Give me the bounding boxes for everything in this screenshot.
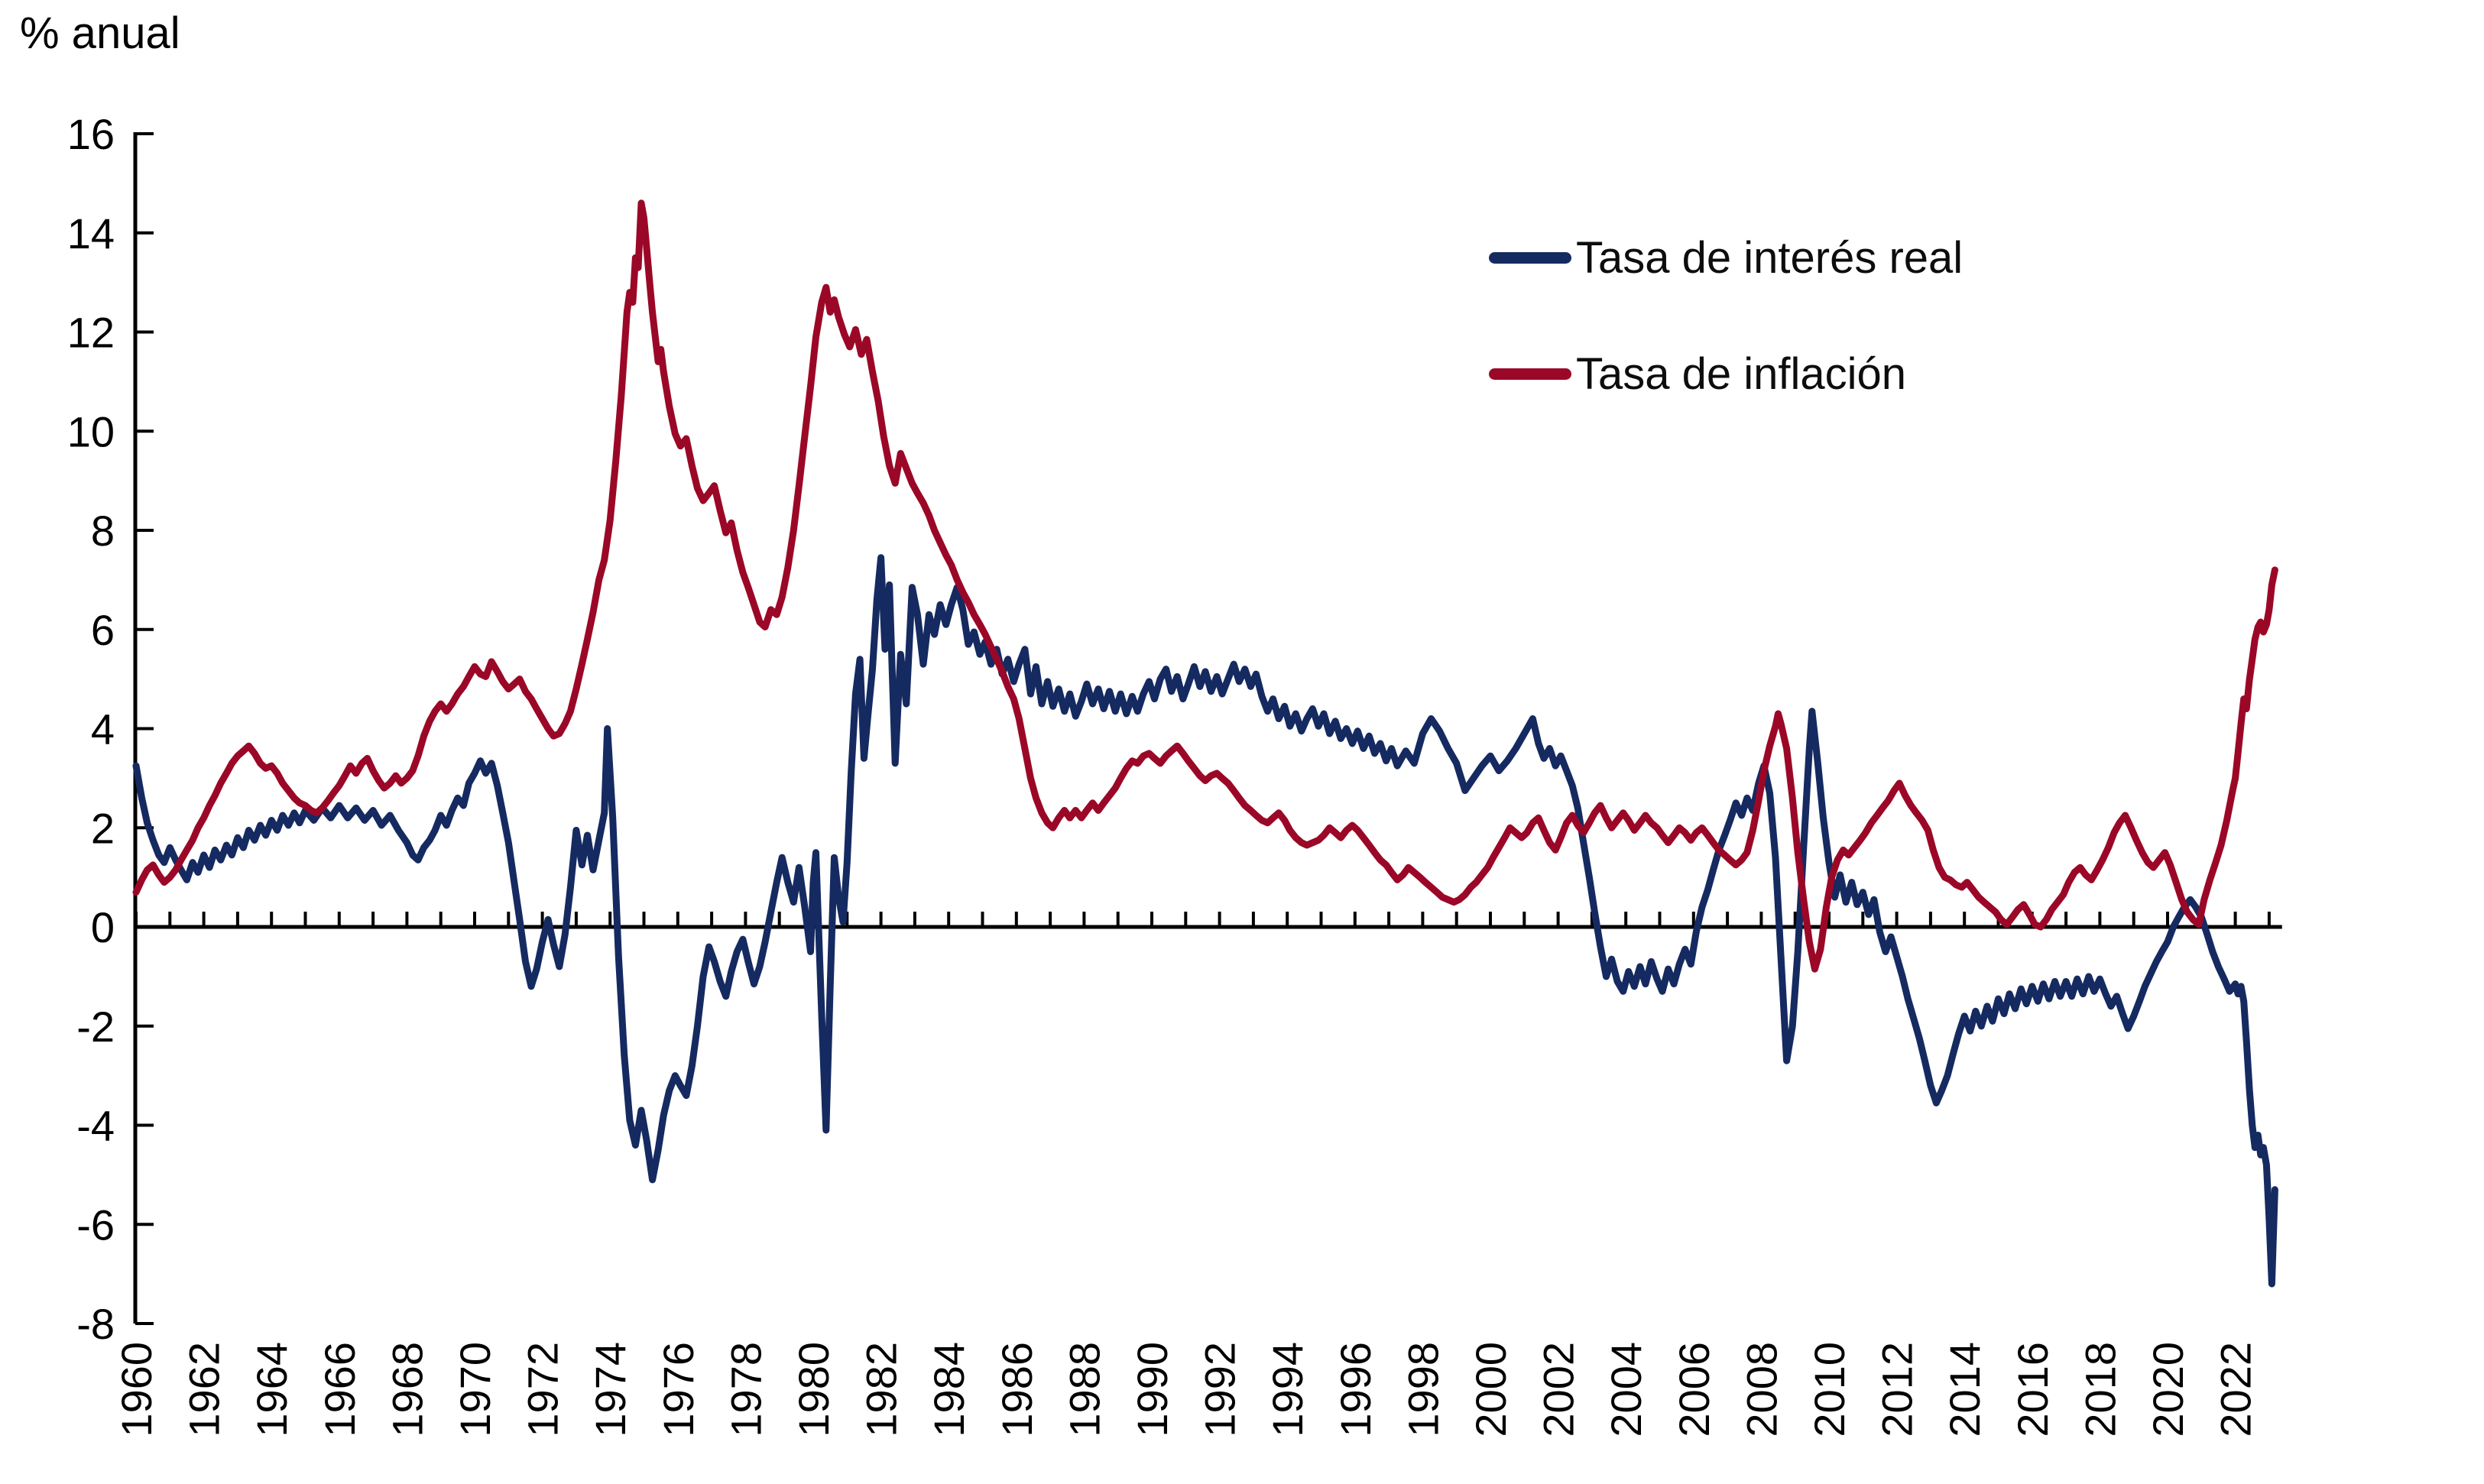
y-tick-label: 12 <box>67 309 115 357</box>
x-tick-label: 1976 <box>654 1342 702 1437</box>
y-tick-label: -2 <box>76 1003 115 1051</box>
legend-label-inflation: Tasa de inflación <box>1576 348 1907 399</box>
x-tick-label: 1968 <box>383 1342 431 1437</box>
x-tick-label: 2012 <box>1873 1342 1921 1437</box>
y-tick-label: 4 <box>91 705 115 753</box>
x-tick-label: 2002 <box>1535 1342 1583 1437</box>
chart-legend: Tasa de interés real Tasa de inflación <box>1489 231 1963 463</box>
x-tick-label: 1978 <box>722 1342 770 1437</box>
y-tick-label: 10 <box>67 407 115 455</box>
x-tick-label: 1980 <box>790 1342 838 1437</box>
legend-line-swatch-inflation <box>1489 368 1571 380</box>
x-tick-label: 1984 <box>925 1342 973 1437</box>
y-tick-label: 6 <box>91 606 115 654</box>
x-tick-label: 1988 <box>1060 1342 1108 1437</box>
x-tick-label: 1982 <box>858 1342 906 1437</box>
x-tick-label: 1966 <box>316 1342 364 1437</box>
chart-title: % anual <box>20 8 180 58</box>
x-tick-label: 2008 <box>1737 1342 1785 1437</box>
y-tick-label: 16 <box>67 110 115 158</box>
y-tick-label: 8 <box>91 507 115 555</box>
legend-line-swatch-real-rate <box>1489 251 1571 264</box>
y-tick-label: -4 <box>76 1102 115 1150</box>
x-tick-label: 1960 <box>112 1342 161 1437</box>
x-tick-label: 1974 <box>586 1342 634 1437</box>
x-tick-label: 1970 <box>451 1342 499 1437</box>
legend-item-inflation: Tasa de inflación <box>1489 347 1963 400</box>
y-tick-label: 14 <box>67 209 115 258</box>
legend-label-real-rate: Tasa de interés real <box>1576 232 1964 283</box>
legend-item-real-rate: Tasa de interés real <box>1489 231 1963 284</box>
x-tick-label: 1996 <box>1331 1342 1380 1437</box>
y-tick-label: 2 <box>91 804 115 852</box>
x-tick-label: 2022 <box>2212 1342 2260 1437</box>
x-tick-label: 1992 <box>1196 1342 1244 1437</box>
x-tick-label: 1972 <box>519 1342 567 1437</box>
x-tick-label: 1986 <box>993 1342 1041 1437</box>
x-tick-label: 1998 <box>1399 1342 1447 1437</box>
x-tick-label: 1994 <box>1263 1342 1312 1437</box>
x-tick-label: 2020 <box>2144 1342 2192 1437</box>
x-tick-label: 2016 <box>2009 1342 2057 1437</box>
x-tick-label: 2004 <box>1602 1342 1650 1437</box>
series-line-tasa-de-inflacion <box>132 199 2278 973</box>
x-tick-label: 1964 <box>248 1342 296 1437</box>
x-tick-label: 2000 <box>1467 1342 1515 1437</box>
x-tick-label: 2010 <box>1805 1342 1853 1437</box>
series-line-tasa-de-interes-real <box>132 554 2278 1288</box>
y-tick-label: 0 <box>91 903 115 951</box>
y-tick-label: -6 <box>76 1200 115 1249</box>
x-tick-label: 1962 <box>180 1342 229 1437</box>
x-tick-label: 2006 <box>1670 1342 1718 1437</box>
y-tick-label: -8 <box>76 1300 115 1348</box>
x-tick-label: 1990 <box>1128 1342 1176 1437</box>
x-tick-label: 2014 <box>1941 1342 1989 1437</box>
x-tick-label: 2018 <box>2076 1342 2124 1437</box>
